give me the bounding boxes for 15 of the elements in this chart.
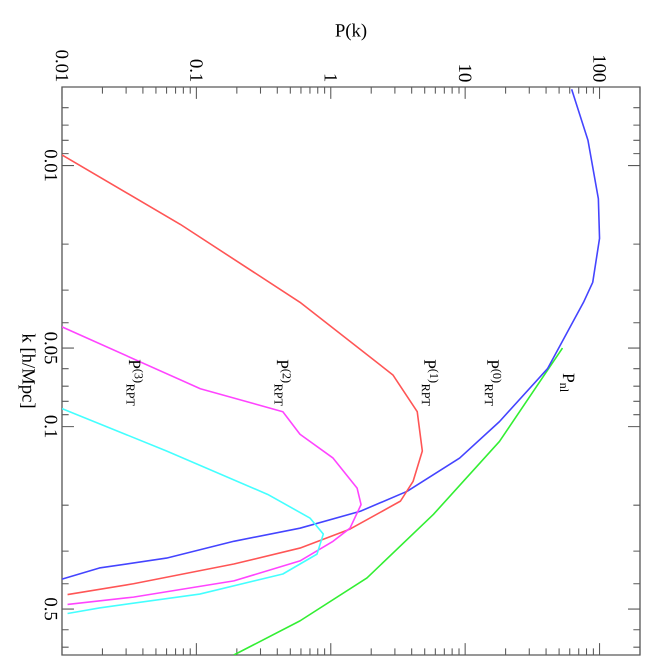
x-tick-label: 10 bbox=[458, 65, 472, 82]
y-tick-label: 0.1 bbox=[44, 416, 58, 438]
y-tick-label: 0.01 bbox=[44, 150, 58, 181]
y-tick-label: 0.05 bbox=[44, 332, 58, 364]
x-tick-label: 100 bbox=[593, 56, 606, 82]
annotation: P$_{nl}$ bbox=[560, 374, 574, 392]
y-tick-label: 0.5 bbox=[44, 598, 58, 620]
y-axis-title: k [h/Mpc] bbox=[18, 334, 36, 408]
x-tick-label: 0.1 bbox=[190, 60, 203, 82]
x-axis-title: P(k) bbox=[335, 24, 366, 40]
annotation: P$^{(1)}$RPT bbox=[422, 360, 438, 406]
annotation: P$^{(2)}$RPT bbox=[274, 360, 292, 406]
annotation: P$^{(3)}$RPT bbox=[126, 360, 144, 406]
x-tick-label: 1 bbox=[324, 74, 337, 82]
annotation: P$^{(0)}$RPT bbox=[484, 360, 502, 406]
